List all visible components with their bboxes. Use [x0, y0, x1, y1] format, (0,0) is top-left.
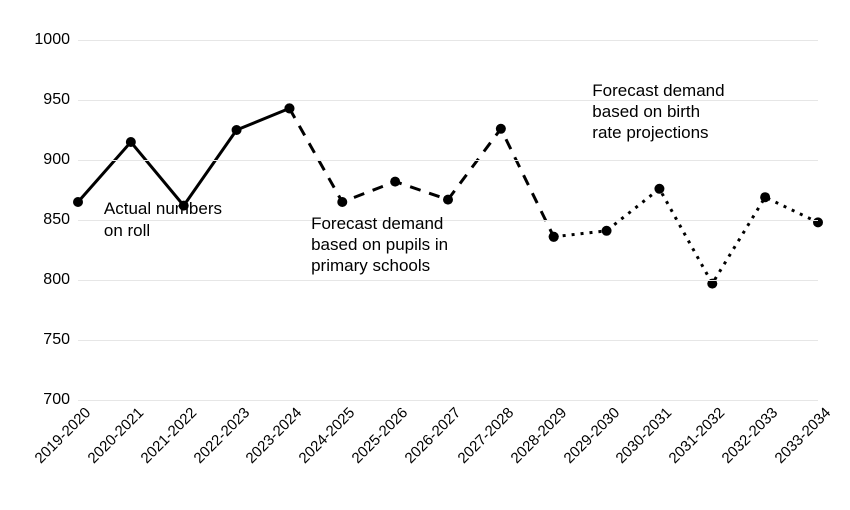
x-tick-label: 2020-2021	[80, 400, 147, 467]
x-tick-label: 2025-2026	[344, 400, 411, 467]
x-tick-label: 2029-2030	[556, 400, 623, 467]
y-tick-label: 950	[43, 91, 70, 109]
y-tick-label: 700	[43, 391, 70, 409]
annotation-line: Forecast demand	[592, 80, 724, 101]
grid-line	[78, 340, 818, 341]
annotation-line: based on birth	[592, 101, 724, 122]
annotation-line: Actual numbers	[104, 198, 222, 219]
series-marker-forecast_primary	[337, 197, 347, 207]
series-line-actual	[78, 108, 289, 205]
x-tick-label: 2026-2027	[397, 400, 464, 467]
annotation-line: on roll	[104, 220, 222, 241]
series-marker-forecast_birth	[813, 217, 823, 227]
y-tick-label: 850	[43, 211, 70, 229]
annotation-line: Forecast demand	[311, 213, 448, 234]
x-tick-label: 2021-2022	[133, 400, 200, 467]
grid-line	[78, 280, 818, 281]
annotation-a_birth: Forecast demandbased on birthrate projec…	[592, 80, 724, 144]
y-tick-label: 1000	[34, 31, 70, 49]
grid-line	[78, 160, 818, 161]
x-tick-label: 2027-2028	[450, 400, 517, 467]
series-marker-forecast_birth	[602, 226, 612, 236]
y-tick-label: 750	[43, 331, 70, 349]
annotation-a_actual: Actual numberson roll	[104, 198, 222, 241]
y-tick-label: 800	[43, 271, 70, 289]
annotation-line: based on pupils in	[311, 234, 448, 255]
y-tick-label: 900	[43, 151, 70, 169]
x-tick-label: 2032-2033	[714, 400, 781, 467]
series-marker-forecast_birth	[549, 232, 559, 242]
series-marker-actual	[126, 137, 136, 147]
x-tick-label: 2024-2025	[292, 400, 359, 467]
series-marker-forecast_primary	[496, 124, 506, 134]
x-tick-label: 2019-2020	[27, 400, 94, 467]
x-tick-label: 2030-2031	[609, 400, 676, 467]
grid-line	[78, 40, 818, 41]
annotation-line: rate projections	[592, 122, 724, 143]
series-marker-forecast_primary	[443, 195, 453, 205]
x-tick-label: 2022-2023	[186, 400, 253, 467]
series-marker-forecast_primary	[390, 177, 400, 187]
series-marker-actual	[232, 125, 242, 135]
series-marker-forecast_primary	[284, 103, 294, 113]
pupil-forecast-chart: 700 750 800 850 900 950 1000 2019-20202020-2021…	[0, 0, 850, 510]
x-tick-label: 2028-2029	[503, 400, 570, 467]
series-marker-actual	[73, 197, 83, 207]
series-marker-forecast_birth	[760, 192, 770, 202]
x-tick-label: 2033-2034	[767, 400, 834, 467]
annotation-line: primary schools	[311, 255, 448, 276]
plot-area: 70075080085090095010002019-20202020-2021…	[78, 40, 818, 400]
annotation-a_primary: Forecast demandbased on pupils inprimary…	[311, 213, 448, 277]
x-tick-label: 2023-2024	[239, 400, 306, 467]
series-marker-forecast_birth	[654, 184, 664, 194]
x-tick-label: 2031-2032	[662, 400, 729, 467]
series-line-forecast_birth	[554, 189, 818, 284]
